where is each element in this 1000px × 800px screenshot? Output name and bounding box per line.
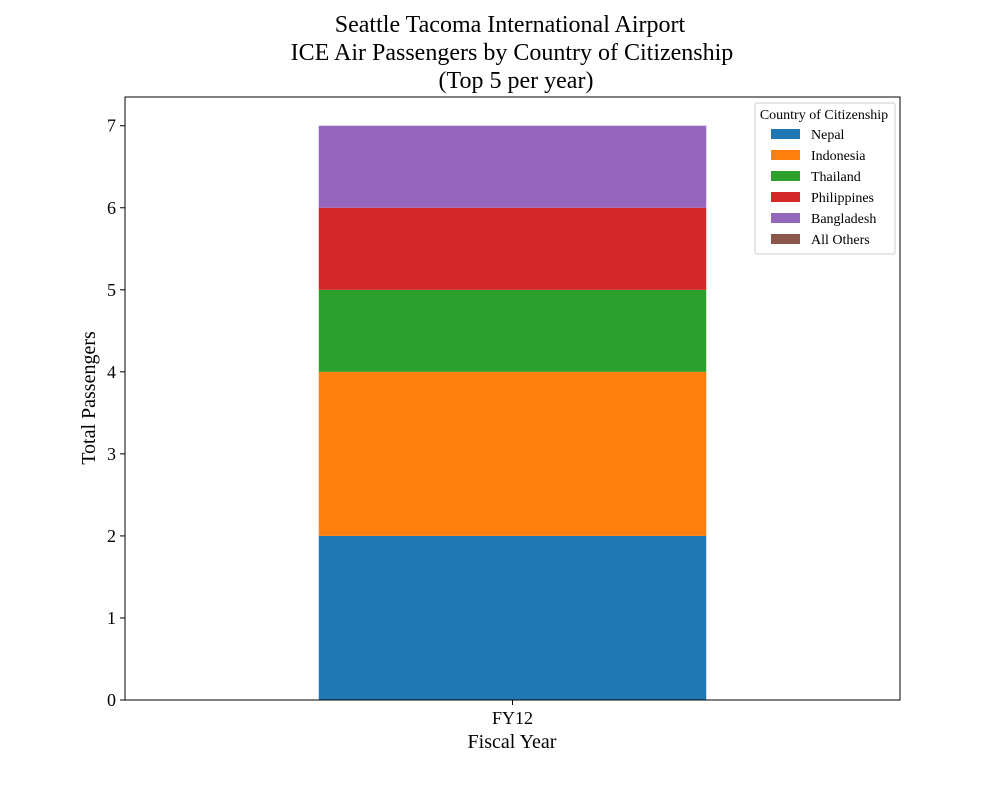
- legend-title: Country of Citizenship: [760, 108, 888, 123]
- bar-stack: [318, 125, 707, 700]
- y-axis-ticks: 0 1 2 3 4 5 6 7: [107, 116, 125, 710]
- y-tick-label: 7: [107, 116, 116, 136]
- chart-title-line-1: Seattle Tacoma International Airport: [335, 12, 686, 38]
- legend-label: Philippines: [811, 191, 874, 206]
- legend-label: All Others: [811, 233, 870, 248]
- y-tick-label: 4: [107, 362, 116, 382]
- legend: Country of Citizenship Nepal Indonesia Tha…: [754, 102, 896, 255]
- bar-segment-indonesia: [318, 371, 707, 536]
- bar-segment-bangladesh: [318, 125, 707, 208]
- chart-title-line-2: ICE Air Passengers by Country of Citizen…: [291, 40, 734, 66]
- plot-frame: [124, 96, 901, 701]
- bar-segment-nepal: [318, 535, 707, 700]
- legend-swatch: [771, 150, 800, 160]
- y-tick-label: 1: [107, 608, 116, 628]
- legend-items: Nepal Indonesia Thailand Philippines Banglad…: [771, 128, 876, 248]
- legend-label: Bangladesh: [811, 212, 876, 227]
- legend-swatch: [771, 234, 800, 244]
- legend-label: Indonesia: [811, 149, 866, 164]
- x-tick-label: FY12: [492, 708, 533, 728]
- legend-label: Nepal: [811, 128, 845, 143]
- y-tick-label: 5: [107, 280, 116, 300]
- x-axis-label: Fiscal Year: [468, 731, 557, 753]
- bar-segment-thailand: [318, 289, 707, 372]
- legend-label: Thailand: [811, 170, 861, 185]
- y-axis-label: Total Passengers: [78, 331, 100, 465]
- legend-swatch: [771, 213, 800, 223]
- legend-swatch: [771, 192, 800, 202]
- x-axis-ticks: FY12: [492, 700, 533, 728]
- legend-swatch: [771, 129, 800, 139]
- y-tick-label: 0: [107, 690, 116, 710]
- chart-title-line-3: (Top 5 per year): [439, 68, 594, 94]
- y-tick-label: 2: [107, 526, 116, 546]
- bar-segment-philippines: [318, 207, 707, 290]
- chart-title: Seattle Tacoma International Airport ICE…: [291, 12, 734, 94]
- y-tick-label: 6: [107, 198, 116, 218]
- legend-swatch: [771, 171, 800, 181]
- y-tick-label: 3: [107, 444, 116, 464]
